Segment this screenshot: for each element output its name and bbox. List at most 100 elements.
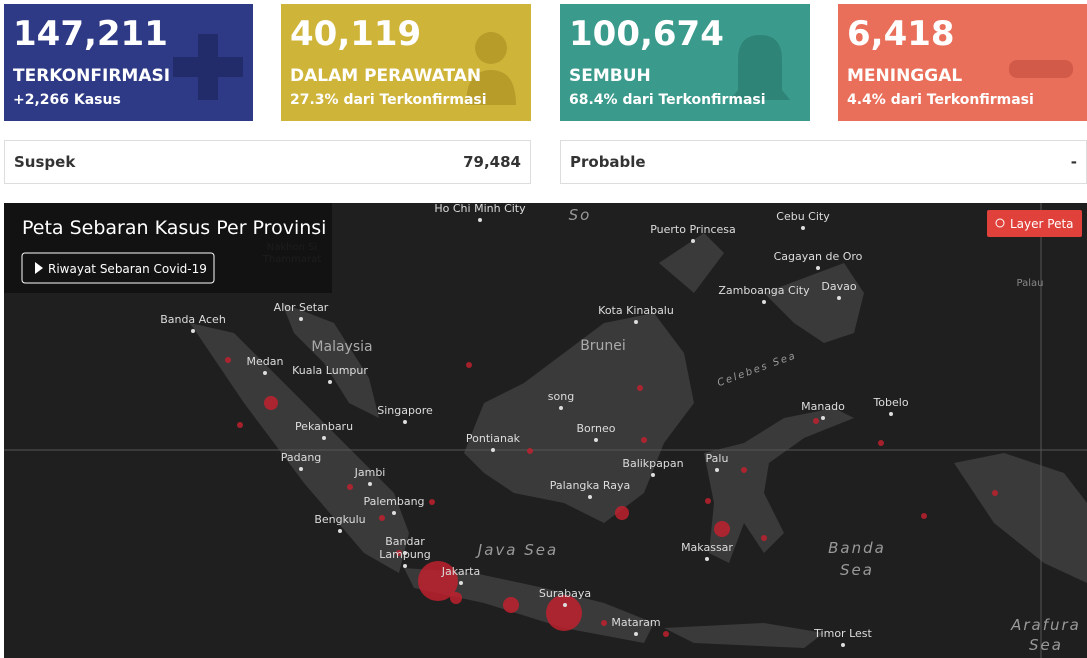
city-dot [263, 371, 267, 375]
sub: +2,266 Kasus [13, 92, 121, 108]
case-marker [992, 490, 998, 496]
case-marker [237, 422, 243, 428]
place-label: Borneo [576, 422, 615, 435]
case-marker [761, 535, 767, 541]
place-label: Kota Kinabalu [598, 304, 674, 317]
city-dot [691, 239, 695, 243]
place-label: Pekanbaru [295, 420, 353, 433]
city-dot [588, 495, 592, 499]
value: 40,119 [290, 14, 422, 54]
city-dot [338, 529, 342, 533]
city-dot [459, 581, 463, 585]
city-dot [368, 482, 372, 486]
case-markers [225, 357, 998, 637]
place-label: Padang [281, 451, 322, 464]
case-marker [396, 550, 402, 556]
case-marker [450, 592, 462, 604]
layer-icon [995, 218, 1005, 228]
place-label: Makassar [681, 541, 733, 554]
place-label: Palembang [363, 495, 424, 508]
case-marker [705, 498, 711, 504]
place-label: Cebu City [776, 210, 830, 223]
place-label: Alor Setar [274, 301, 329, 314]
place-label: Celebes Sea [716, 350, 798, 389]
value: 100,674 [569, 14, 724, 54]
case-marker [527, 448, 533, 454]
land [190, 233, 1087, 648]
place-label: Java Sea [475, 541, 558, 559]
place-label: Arafura [1010, 616, 1081, 634]
city-dot [299, 467, 303, 471]
city-dot [841, 643, 845, 647]
case-marker [714, 521, 730, 537]
case-marker [546, 595, 582, 631]
icon [466, 32, 516, 105]
city-dot [715, 468, 719, 472]
city-dot [594, 438, 598, 442]
city-dot [478, 218, 482, 222]
city-dot [403, 551, 407, 555]
place-label: Surabaya [539, 587, 591, 600]
place-label: Bandar [385, 535, 425, 548]
city-dot [191, 329, 195, 333]
history-button[interactable] [21, 252, 215, 284]
place-label: Jakarta [441, 565, 480, 578]
place-label: Kuala Lumpur [292, 364, 368, 377]
value: 79,484 [463, 153, 521, 171]
city-dot [563, 603, 567, 607]
label: SEMBUH [569, 66, 651, 86]
city-dot [491, 448, 495, 452]
card-recovered: 100,674 SEMBUH 68.4% dari Terkonfirmasi [560, 4, 810, 121]
city-dot [634, 320, 638, 324]
case-marker [347, 484, 353, 490]
sub: 27.3% dari Terkonfirmasi [290, 92, 487, 108]
map-title: Peta Sebaran Kasus Per Provinsi [22, 217, 326, 239]
place-label: Manado [801, 400, 845, 413]
city-dot [816, 266, 820, 270]
value: - [1070, 153, 1077, 171]
place-label: Singapore [377, 404, 433, 417]
city-dot [403, 420, 407, 424]
icon [730, 35, 790, 100]
place-label: So [569, 206, 592, 224]
play-icon [35, 262, 43, 274]
value: 6,418 [847, 14, 955, 54]
card-deaths: 6,418 MENINGGAL 4.4% dari Terkonfirmasi [838, 4, 1087, 121]
case-marker [921, 513, 927, 519]
sub: 68.4% dari Terkonfirmasi [569, 92, 766, 108]
place-label: Timor Lest [813, 627, 872, 640]
case-marker [741, 467, 747, 473]
case-marker [418, 561, 458, 601]
icon [173, 34, 243, 100]
city-dot [889, 412, 893, 416]
label: TERKONFIRMASI [13, 66, 171, 86]
layer-button[interactable] [987, 210, 1082, 237]
place-label: Banda Aceh [160, 313, 226, 326]
label: Suspek [14, 153, 76, 171]
city-dot [651, 473, 655, 477]
place-label: Medan [247, 355, 284, 368]
case-marker [813, 418, 819, 424]
case-marker [615, 506, 629, 520]
case-marker [429, 499, 435, 505]
place-label: Pontianak [466, 432, 521, 445]
case-marker [503, 597, 519, 613]
case-marker [878, 440, 884, 446]
layer-label: Layer Peta [1010, 217, 1074, 231]
sub: 4.4% dari Terkonfirmasi [847, 92, 1034, 108]
label: DALAM PERAWATAN [290, 66, 482, 86]
case-marker [379, 515, 385, 521]
place-label: Puerto Princesa [650, 223, 736, 236]
city-dot [403, 564, 407, 568]
city-dot [328, 380, 332, 384]
city-dot [392, 511, 396, 515]
place-label: Tobelo [872, 396, 908, 409]
case-marker [601, 620, 607, 626]
place-label: Palangka Raya [550, 479, 630, 492]
city-dot [299, 317, 303, 321]
case-marker [637, 385, 643, 391]
history-label: Riwayat Sebaran Covid-19 [48, 262, 207, 276]
place-label: Palu [706, 452, 729, 465]
place-label: Sea [840, 561, 874, 579]
place-label: Ho Chi Minh City [434, 203, 526, 215]
